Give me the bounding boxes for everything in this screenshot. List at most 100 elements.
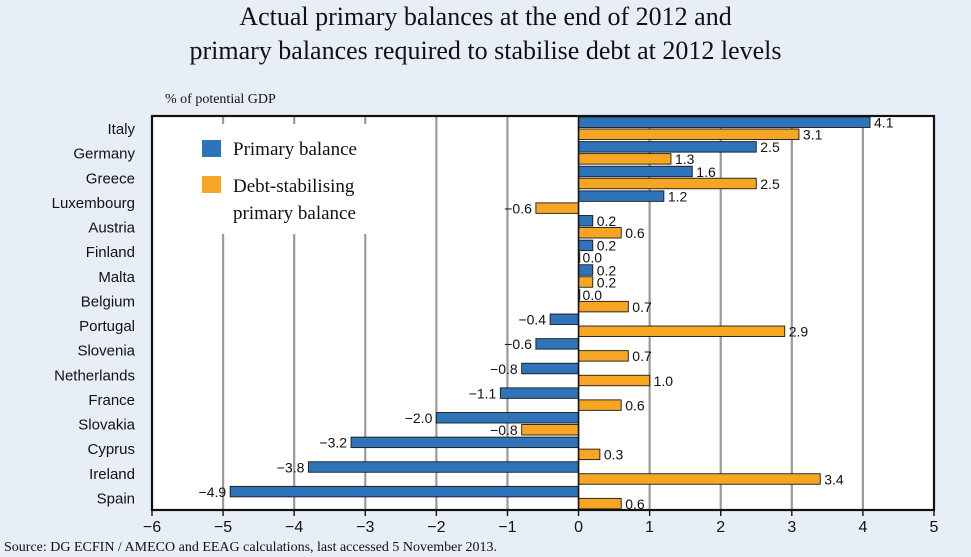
- category-label: Austria: [88, 220, 135, 237]
- legend-swatch-debt-stabilising: [202, 176, 221, 193]
- category-label: Slovakia: [78, 417, 135, 434]
- bar-primary: [521, 362, 579, 375]
- data-label: 1.0: [654, 373, 674, 389]
- data-label: 2.9: [789, 324, 809, 340]
- bar-primary: [549, 313, 579, 325]
- data-label: 0.0: [583, 287, 603, 303]
- bar-debt-stabilising: [578, 497, 622, 510]
- data-label: 0.6: [625, 496, 645, 512]
- bar-primary: [578, 264, 594, 276]
- category-label: Italy: [107, 121, 135, 138]
- data-label: 3.1: [803, 127, 823, 143]
- bar-debt-stabilising: [578, 128, 800, 140]
- category-label: Belgium: [81, 293, 135, 310]
- data-label: −4.9: [199, 484, 227, 500]
- x-tick-label: −3: [356, 519, 374, 536]
- data-label: 3.4: [824, 471, 844, 487]
- bar-debt-stabilising: [535, 202, 579, 214]
- data-label: 1.3: [675, 151, 695, 167]
- bar-primary: [229, 485, 579, 498]
- data-label: 0.6: [625, 397, 645, 413]
- bar-debt-stabilising: [578, 374, 651, 387]
- data-label: −0.6: [504, 336, 532, 352]
- bar-debt-stabilising: [578, 399, 622, 411]
- data-label: 1.2: [668, 188, 688, 204]
- bar-primary: [578, 116, 871, 128]
- bar-primary: [578, 190, 665, 202]
- category-label: Cyprus: [87, 441, 135, 458]
- x-tick-label: −2: [427, 519, 445, 536]
- category-label: France: [88, 392, 135, 409]
- legend-label-primary: Primary balance: [233, 139, 357, 160]
- legend-label-debt-stabilising-2: primary balance: [233, 203, 356, 224]
- data-label: −2.0: [405, 410, 433, 426]
- category-label: Netherlands: [54, 367, 135, 384]
- data-label: 0.2: [597, 213, 617, 229]
- category-label: Spain: [97, 490, 135, 507]
- data-label: 0.2: [597, 274, 617, 290]
- data-label: 1.6: [696, 164, 716, 180]
- category-label: Ireland: [89, 466, 135, 483]
- category-label: Slovenia: [77, 343, 135, 360]
- bar-debt-stabilising: [578, 177, 757, 190]
- x-tick-label: −1: [498, 519, 516, 536]
- x-tick-label: 4: [858, 519, 867, 536]
- x-tick-label: 5: [930, 519, 939, 536]
- bar-debt-stabilising: [578, 448, 601, 461]
- category-label: Portugal: [79, 318, 135, 335]
- data-label: −0.4: [518, 312, 546, 328]
- plot-frame: [150, 114, 936, 512]
- data-label: 0.7: [632, 299, 652, 315]
- data-label: −3.8: [277, 459, 305, 475]
- legend-swatch-primary: [202, 140, 221, 157]
- bar-primary: [578, 215, 594, 227]
- bar-debt-stabilising: [578, 473, 821, 485]
- category-label: Malta: [98, 269, 135, 286]
- legend-label-debt-stabilising-1: Debt-stabilising: [233, 176, 355, 197]
- category-label: Luxembourg: [52, 195, 135, 212]
- data-label: 2.5: [760, 139, 780, 155]
- x-tick-label: 1: [645, 519, 654, 536]
- bar-debt-stabilising: [578, 325, 786, 337]
- data-label: −3.2: [319, 435, 347, 451]
- data-label: 4.1: [874, 115, 894, 131]
- x-tick-label: −6: [143, 519, 161, 536]
- data-label: 0.7: [632, 348, 652, 364]
- bar-debt-stabilising: [578, 300, 629, 313]
- bar-debt-stabilising: [521, 424, 579, 436]
- category-label: Germany: [73, 146, 135, 163]
- bar-primary: [535, 338, 579, 350]
- x-tick-label: −5: [214, 519, 232, 536]
- data-label: −0.8: [490, 422, 518, 438]
- bar-debt-stabilising: [578, 276, 594, 288]
- data-label: −1.1: [469, 385, 497, 401]
- category-label: Finland: [86, 244, 135, 261]
- data-label: 0.6: [625, 225, 645, 241]
- bar-primary: [350, 436, 579, 449]
- category-label: Greece: [86, 170, 135, 187]
- axis-unit-label: % of potential GDP: [165, 92, 276, 107]
- x-tick-label: 2: [716, 519, 725, 536]
- bar-debt-stabilising: [578, 350, 629, 362]
- bar-primary: [307, 461, 579, 473]
- data-label: 0.3: [604, 447, 624, 463]
- x-tick-label: 3: [787, 519, 796, 536]
- bar-primary: [578, 141, 757, 153]
- x-tick-label: −4: [285, 519, 303, 536]
- source-note: Source: DG ECFIN / AMECO and EEAG calcul…: [4, 540, 498, 555]
- data-label: 0.0: [583, 250, 603, 266]
- chart-title: Actual primary balances at the end of 20…: [239, 2, 732, 31]
- legend-background: [188, 124, 398, 234]
- bar-debt-stabilising: [578, 153, 672, 165]
- chart-subtitle: primary balances required to stabilise d…: [189, 36, 782, 65]
- bar-primary: [499, 387, 579, 399]
- x-tick-label: 0: [574, 519, 583, 536]
- data-label: −0.6: [504, 200, 532, 216]
- data-label: 0.2: [597, 262, 617, 278]
- data-label: 2.5: [760, 176, 780, 192]
- bar-debt-stabilising: [578, 227, 622, 239]
- bar-primary: [578, 165, 693, 178]
- data-label: 0.2: [597, 238, 617, 254]
- data-label: −0.8: [490, 361, 518, 377]
